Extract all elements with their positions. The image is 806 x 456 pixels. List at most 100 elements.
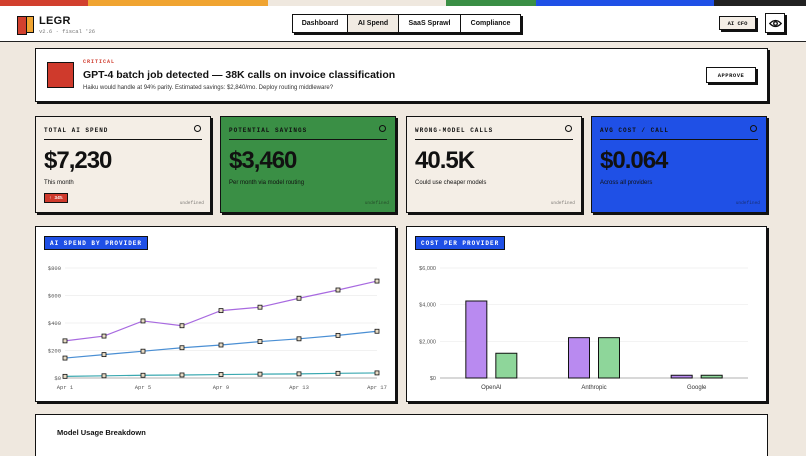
y-tick-label: $600 [48, 293, 61, 300]
data-point [62, 355, 68, 361]
data-point [335, 287, 341, 293]
alert-severity-icon [47, 62, 74, 88]
y-tick-label: $800 [48, 265, 61, 272]
stripe-blue [536, 0, 714, 6]
card-value: 40.5K [415, 147, 475, 174]
card-subtitle: Could use cheaper models [415, 180, 487, 186]
y-tick-label: $4,000 [419, 303, 436, 309]
card-divider [44, 139, 202, 140]
ai-cfo-button[interactable]: AI CFO [719, 16, 756, 30]
stripe-amber [88, 0, 268, 6]
card-indicator-icon [750, 125, 757, 132]
data-point [374, 278, 380, 284]
card-wrong-model-calls[interactable]: WRONG-MODEL CALLS 40.5K Could use cheape… [406, 116, 582, 213]
data-point [140, 318, 146, 324]
alert-tag: CRITICAL [83, 59, 116, 65]
data-point [179, 323, 185, 329]
data-point [179, 372, 185, 378]
y-tick-label: $0 [54, 375, 61, 382]
stripe-cream [268, 0, 446, 6]
visibility-toggle-button[interactable] [765, 13, 785, 33]
card-footnote: undefined [364, 201, 389, 206]
data-point [296, 295, 302, 301]
category-label: Google [687, 385, 707, 391]
x-tick-label: Apr 5 [135, 384, 152, 391]
category-label: Anthropic [581, 385, 606, 391]
data-point [296, 336, 302, 342]
stripe-red [0, 0, 88, 6]
data-point [218, 342, 224, 348]
bar [670, 374, 693, 379]
data-point [179, 345, 185, 351]
card-indicator-icon [565, 125, 572, 132]
data-point [257, 339, 263, 344]
card-value: $3,460 [229, 147, 297, 174]
x-tick-label: Apr 1 [57, 384, 74, 391]
card-footnote: undefined [735, 201, 760, 206]
trend-badge: ↑ 34% [44, 193, 68, 203]
data-point [101, 352, 107, 358]
tab-compliance[interactable]: Compliance [461, 15, 520, 32]
bar [465, 300, 488, 379]
card-subtitle: This month [44, 180, 74, 186]
card-value: $7,230 [44, 147, 112, 174]
data-point [101, 373, 107, 379]
tab-ai-spend[interactable]: AI Spend [348, 15, 399, 32]
alert-description: Haiku would handle at 94% parity. Estima… [83, 85, 334, 91]
y-tick-label: $400 [48, 320, 61, 327]
logo-icon [16, 15, 34, 35]
card-subtitle: Per month via model routing [229, 180, 305, 186]
y-tick-label: $2,000 [419, 339, 436, 345]
data-point [101, 333, 107, 339]
alert-title: GPT-4 batch job detected — 38K calls on … [83, 69, 396, 81]
card-total-ai-spend[interactable]: TOTAL AI SPEND $7,230 This month ↑ 34% u… [35, 116, 211, 213]
panel-title: AI SPEND BY PROVIDER [44, 236, 149, 250]
brand-name: LEGR [39, 15, 71, 27]
card-label: WRONG-MODEL CALLS [415, 127, 494, 134]
card-label: AVG COST / CALL [600, 127, 670, 134]
line-chart: $0 $200 $400 $600 $800 Apr 1 Apr 5 Apr 9 Apr 13 A… [48, 265, 387, 391]
card-indicator-icon [194, 125, 201, 132]
y-tick-label: $0 [430, 376, 436, 382]
data-point [218, 308, 224, 314]
card-indicator-icon [379, 125, 386, 132]
data-point [140, 348, 146, 354]
main-nav: Dashboard AI Spend SaaS Sprawl Complianc… [292, 14, 521, 33]
stripe-green [446, 0, 536, 6]
brand-version: v2.6 · fiscal '26 [39, 28, 96, 35]
data-point [140, 372, 146, 378]
card-subtitle: Across all providers [600, 180, 653, 186]
tab-saas-sprawl[interactable]: SaaS Sprawl [399, 15, 461, 32]
stripe-black [714, 0, 806, 6]
data-point [335, 332, 341, 338]
color-stripe [0, 0, 806, 6]
card-footnote: undefined [550, 201, 575, 206]
x-tick-label: Apr 17 [367, 384, 387, 391]
y-tick-label: $6,000 [419, 266, 436, 272]
tab-dashboard[interactable]: Dashboard [293, 15, 348, 32]
bar [598, 337, 620, 379]
data-point [257, 304, 263, 310]
eye-icon [768, 19, 782, 27]
data-point [335, 370, 341, 376]
section-title: Model Usage Breakdown [57, 428, 146, 437]
data-point [257, 371, 263, 377]
card-divider [415, 139, 573, 140]
line-chart-panel: $0 $200 $400 $600 $800 Apr 1 Apr 5 Apr 9 Apr 13 A… [35, 226, 396, 402]
data-point [374, 370, 380, 376]
x-tick-label: Apr 9 [213, 384, 230, 391]
model-usage-panel: Model Usage Breakdown [35, 414, 768, 456]
alert-banner: CRITICAL GPT-4 batch job detected — 38K … [35, 48, 768, 102]
card-value: $0.064 [600, 147, 668, 174]
y-tick-label: $200 [48, 348, 61, 355]
data-point [218, 372, 224, 377]
data-point [374, 328, 380, 334]
bar-chart-panel: $0 $2,000 $4,000 $6,000 OpenAI Anthropic Googl… [406, 226, 767, 402]
data-point [62, 338, 68, 344]
approve-button[interactable]: APPROVE [706, 67, 756, 83]
card-potential-savings[interactable]: POTENTIAL SAVINGS $3,460 Per month via m… [220, 116, 396, 213]
card-divider [600, 139, 758, 140]
x-tick-label: Apr 13 [289, 384, 309, 391]
card-avg-cost-per-call[interactable]: AVG COST / CALL $0.064 Across all provid… [591, 116, 767, 213]
category-label: OpenAI [481, 385, 502, 391]
